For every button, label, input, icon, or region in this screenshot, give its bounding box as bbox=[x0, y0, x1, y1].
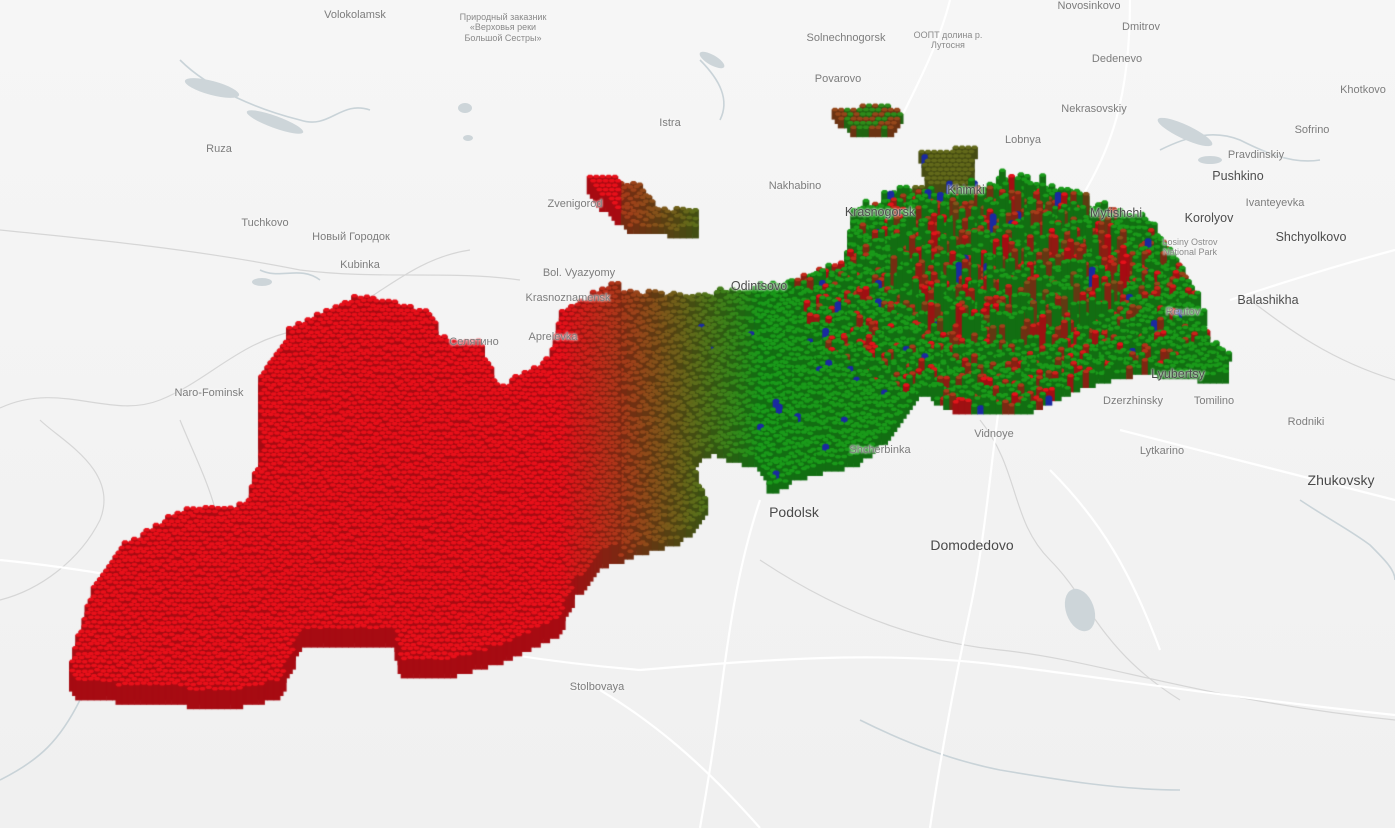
hexbin-3d-layer[interactable] bbox=[0, 0, 1395, 828]
map-view[interactable]: Volokolamsk Природный заказник «Верховья… bbox=[0, 0, 1395, 828]
